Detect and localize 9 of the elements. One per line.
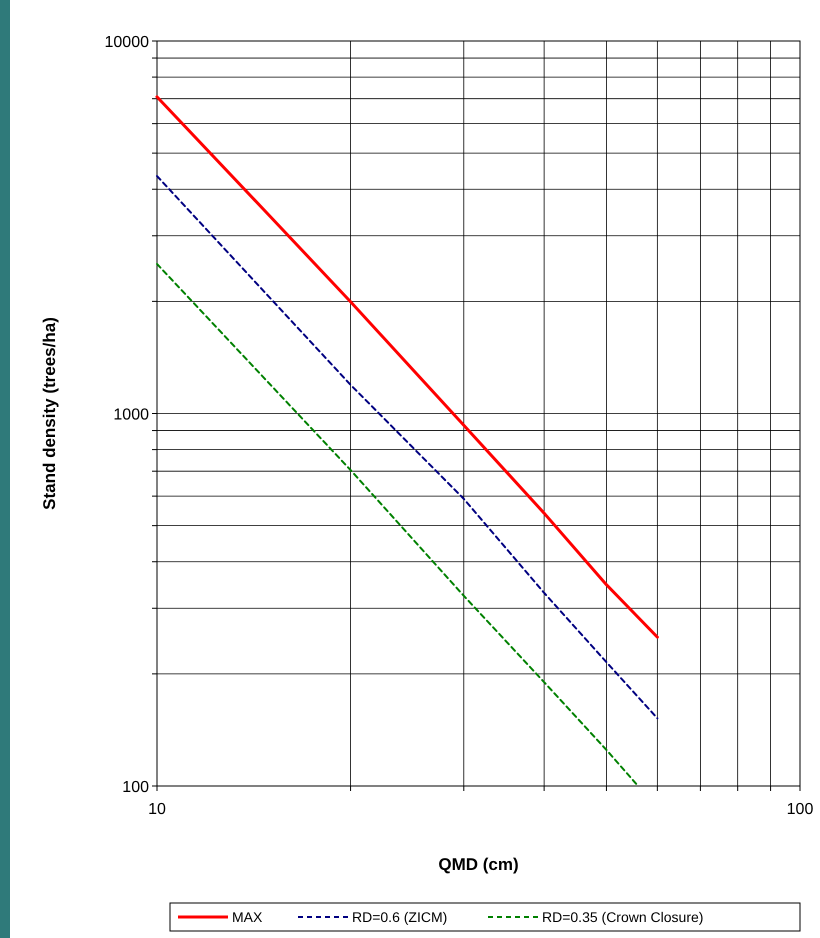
y-tick-label: 100 <box>122 779 150 796</box>
y-axis-title: Stand density (trees/ha) <box>40 317 59 510</box>
y-tick-label: 10000 <box>104 34 150 51</box>
legend-label: RD=0.6 (ZICM) <box>352 909 448 925</box>
legend-label: MAX <box>232 909 263 925</box>
legend-label: RD=0.35 (Crown Closure) <box>542 909 704 925</box>
x-tick-label: 10 <box>148 801 166 818</box>
x-axis-title: QMD (cm) <box>438 855 519 874</box>
y-tick-label: 1000 <box>113 406 150 424</box>
